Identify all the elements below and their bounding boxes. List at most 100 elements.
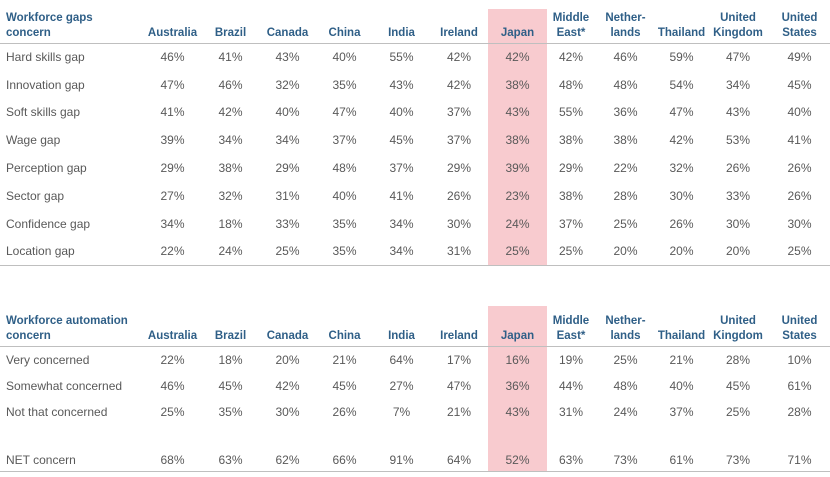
cell-united-states: 40% [787,105,812,120]
cell-united-states: 49% [787,50,812,65]
column-header-ireland: Ireland [430,312,488,346]
column-header-china: China [316,312,373,346]
column-header-line: United [781,314,818,327]
cell-australia: 34% [160,216,185,231]
cell-canada: 34% [275,133,300,148]
japan-column-highlight-gaps [488,9,547,266]
cell-brazil: 42% [218,105,243,120]
cell-ireland: 37% [446,133,472,148]
cell-middle-east: 48% [558,77,584,92]
table-title: Workforce automation concern [0,312,143,346]
row-label: NET concern [6,453,76,467]
row-label: Sector gap [6,188,65,203]
table-header-row: Workforce gaps concern Australia Brazil Cana… [0,9,830,43]
column-header-line: Middle [552,11,590,24]
cell-india: 64% [389,352,414,367]
column-header-australia: Australia [143,9,202,43]
cell-brazil: 38% [218,161,243,176]
column-header-line: lands [610,26,641,39]
row-label: Location gap [6,244,75,259]
cell-japan: 25% [505,244,530,259]
cell-china: 66% [332,453,357,467]
cell-china: 26% [332,405,357,420]
cell-india: 34% [389,244,414,259]
cell-united-states: 25% [787,244,812,259]
cell-japan: 24% [505,216,530,231]
cell-india: 91% [389,453,414,467]
column-header-line: Thailand [657,26,706,39]
cell-nether-lands: 25% [613,216,638,231]
table-title-line: concern [6,329,51,342]
cell-united-kingdom: 47% [725,50,751,65]
column-header-line: Australia [147,329,198,342]
cell-japan: 36% [505,378,530,393]
column-header-line: India [388,329,415,342]
cell-ireland: 26% [446,188,472,203]
column-header-line: Ireland [440,26,478,39]
cell-china: 35% [332,216,357,231]
cell-middle-east: 25% [558,244,584,259]
cell-united-kingdom: 28% [725,352,751,367]
cell-canada: 33% [275,216,300,231]
cell-australia: 47% [160,77,185,92]
cell-australia: 68% [160,453,185,467]
column-header-line: Japan [500,329,535,342]
cell-middle-east: 55% [558,105,584,120]
column-header-line: Nether- [605,11,646,24]
column-header-india: India [373,9,430,43]
cell-china: 47% [332,105,357,120]
cell-australia: 39% [160,133,185,148]
cell-thailand: 30% [669,188,694,203]
cell-australia: 46% [160,378,185,393]
cell-nether-lands: 48% [613,77,638,92]
cell-china: 37% [332,133,357,148]
column-header-line: Ireland [440,329,478,342]
cell-united-kingdom: 26% [725,161,751,176]
cell-japan: 16% [505,352,530,367]
table-row: Not that concerned 25% 35% 30% 26% 7% 21% 43% 31… [0,399,830,426]
japan-column-highlight-automation [488,306,547,472]
column-header-line: United [781,11,818,24]
cell-united-kingdom: 73% [725,453,751,467]
cell-nether-lands: 28% [613,188,638,203]
cell-canada: 31% [275,188,300,203]
row-label: Soft skills gap [6,105,81,120]
cell-brazil: 41% [218,50,243,65]
row-label: Perception gap [6,161,87,176]
cell-united-states: 26% [787,161,812,176]
column-header-nether-lands: Nether-lands [595,312,656,346]
column-header-line: East* [556,26,586,39]
column-header-thailand: Thailand [656,312,707,346]
cell-thailand: 26% [669,216,694,231]
column-header-china: China [316,9,373,43]
cell-nether-lands: 46% [613,50,638,65]
cell-nether-lands: 22% [613,161,638,176]
cell-ireland: 21% [446,405,472,420]
cell-canada: 40% [275,105,300,120]
cell-india: 55% [389,50,414,65]
cell-china: 48% [332,161,357,176]
column-header-united-kingdom: United Kingdom [707,9,769,43]
cell-united-states: 45% [787,77,812,92]
column-header-line: Canada [266,329,309,342]
column-header-thailand: Thailand [656,9,707,43]
cell-ireland: 47% [446,378,472,393]
table-row: Hard skills gap 46% 41% 43% 40% 55% 42% 42% 42% 4… [0,43,830,71]
cell-canada: 43% [275,50,300,65]
column-header-india: India [373,312,430,346]
cell-thailand: 42% [669,133,694,148]
cell-nether-lands: 48% [613,378,638,393]
column-header-line: Middle [552,314,590,327]
cell-japan: 39% [505,161,530,176]
cell-australia: 22% [160,352,185,367]
column-header-line: United [720,11,756,24]
row-label: Innovation gap [6,77,85,92]
column-header-canada: Canada [259,9,316,43]
column-header-united-states: United States [769,312,830,346]
column-header-line: Kingdom [713,26,763,39]
table-row: Location gap 22% 24% 25% 35% 34% 31% 25% 25% 20% 2… [0,238,830,266]
table-row: Perception gap 29% 38% 29% 48% 37% 29% 39% 29% 22… [0,154,830,182]
cell-japan: 38% [505,77,530,92]
row-label: Very concerned [6,352,90,367]
workforce-automation-table: Workforce automation concern Australia Braz… [0,312,830,472]
